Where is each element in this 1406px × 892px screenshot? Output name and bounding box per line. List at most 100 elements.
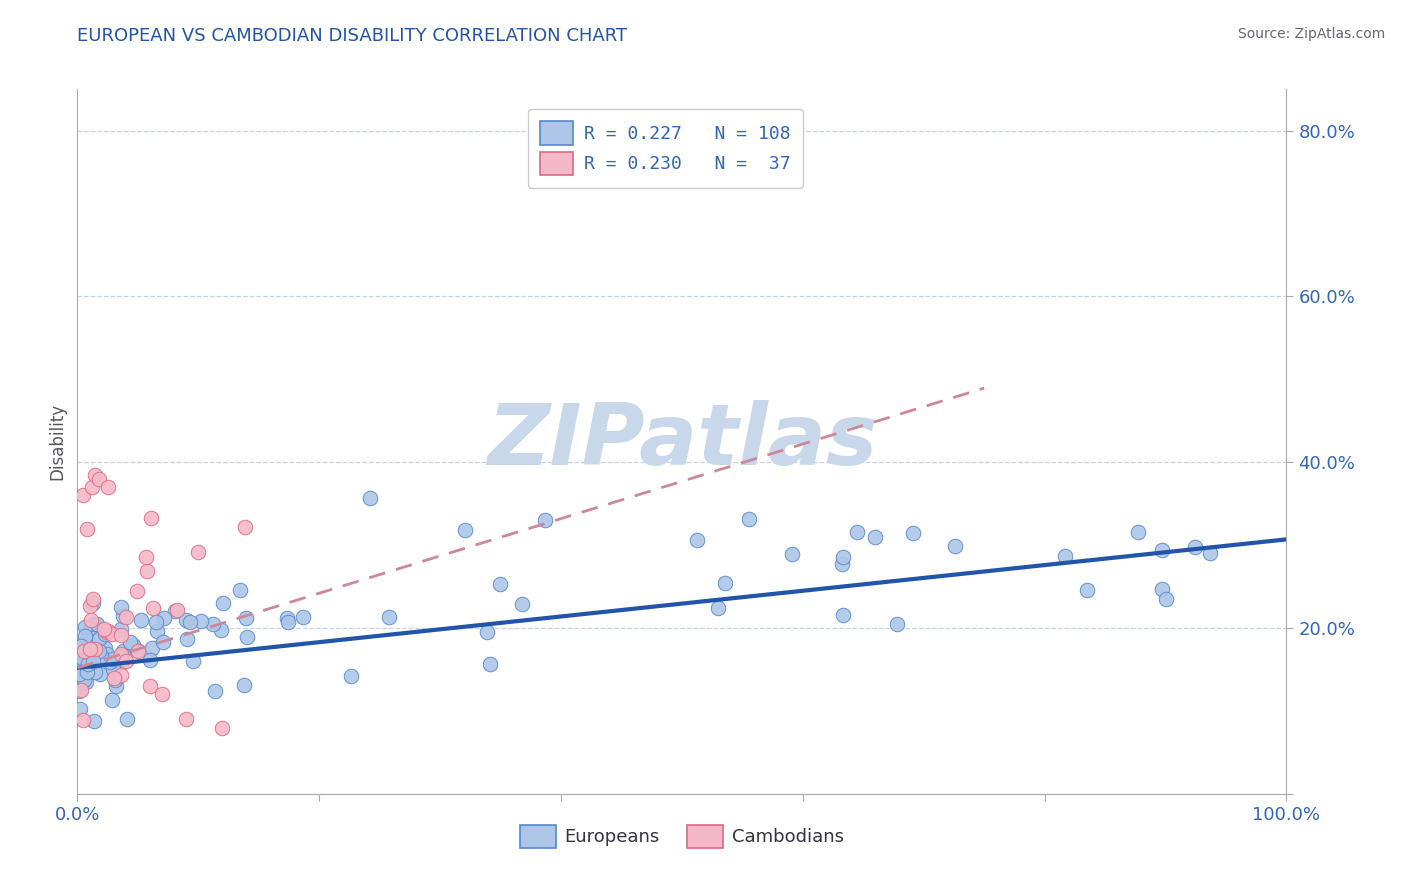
Point (83, 644, 105, 658)
Point (89, 666, 111, 681)
Point (73, 620, 96, 634)
Point (89, 632, 111, 646)
Point (201, 617, 224, 632)
Point (211, 721, 233, 735)
Point (79, 599, 101, 613)
Point (72, 645, 94, 659)
Point (110, 648, 132, 662)
Point (235, 611, 257, 625)
Point (1076, 583, 1098, 598)
Point (84, 641, 107, 656)
Point (183, 654, 205, 668)
Point (831, 550, 853, 565)
Point (82, 596, 104, 610)
Point (75, 667, 97, 681)
Point (96, 480, 118, 494)
Point (76, 522, 98, 536)
Point (73, 644, 96, 658)
Point (233, 520, 256, 534)
Point (87, 644, 110, 658)
Point (1152, 543, 1174, 558)
Point (138, 653, 160, 667)
Point (114, 654, 136, 668)
Point (127, 583, 149, 598)
Point (104, 679, 127, 693)
Point (146, 624, 169, 639)
Point (70, 639, 93, 653)
Point (163, 604, 186, 618)
Point (145, 615, 167, 629)
Point (135, 565, 157, 579)
Point (122, 638, 145, 652)
Point (69, 702, 91, 716)
Point (77, 653, 100, 667)
Point (93, 640, 115, 655)
Point (174, 712, 197, 726)
Point (97, 624, 120, 639)
Point (291, 610, 314, 624)
Point (96, 647, 118, 661)
Point (104, 673, 127, 687)
Point (204, 684, 226, 698)
Point (176, 632, 198, 646)
Point (101, 652, 124, 666)
Point (229, 583, 252, 598)
Point (832, 608, 855, 623)
Point (706, 601, 728, 615)
Point (488, 576, 510, 591)
Y-axis label: Disability: Disability (48, 403, 66, 480)
Text: ZIPatlas: ZIPatlas (486, 400, 877, 483)
Point (80, 480, 103, 494)
Point (111, 609, 134, 624)
Point (103, 661, 125, 675)
Point (84, 652, 107, 666)
Point (125, 643, 148, 657)
Point (77, 623, 100, 637)
Point (186, 545, 208, 559)
Point (86, 617, 108, 632)
Point (127, 644, 149, 658)
Point (76, 665, 98, 679)
Point (340, 669, 363, 683)
Point (75, 675, 97, 690)
Point (174, 613, 197, 627)
Point (901, 525, 924, 540)
Point (111, 655, 134, 669)
Point (94, 626, 117, 640)
Point (82, 654, 104, 668)
Point (166, 603, 188, 617)
Point (209, 623, 232, 637)
Point (232, 678, 254, 692)
Point (83, 714, 105, 728)
Point (886, 617, 908, 632)
Point (72, 488, 94, 502)
Point (276, 610, 298, 624)
Point (82, 591, 104, 606)
Point (72, 713, 94, 727)
Point (93, 622, 115, 636)
Point (67, 683, 90, 698)
Point (1154, 592, 1177, 607)
Point (90, 649, 112, 664)
Point (110, 667, 132, 681)
Point (83, 617, 105, 632)
Point (84, 467, 107, 482)
Point (80, 647, 103, 661)
Point (142, 601, 165, 615)
Text: Source: ZipAtlas.com: Source: ZipAtlas.com (1237, 27, 1385, 41)
Point (96, 624, 118, 639)
Point (190, 614, 212, 628)
Point (115, 610, 138, 624)
Point (714, 575, 737, 590)
Point (139, 510, 162, 524)
Point (110, 600, 132, 615)
Point (141, 640, 163, 655)
Point (135, 549, 157, 564)
Point (378, 610, 401, 624)
Point (87, 472, 110, 486)
Point (101, 693, 124, 707)
Point (1152, 582, 1174, 596)
Point (477, 624, 499, 639)
Point (780, 547, 803, 561)
Point (73, 629, 96, 643)
